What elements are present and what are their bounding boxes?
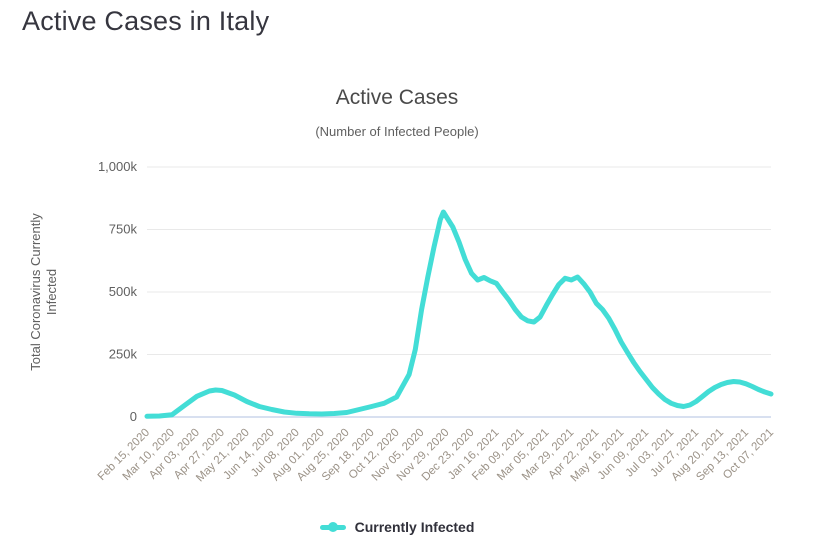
y-tick-label: 500k: [109, 284, 138, 299]
y-tick-label: 1,000k: [98, 159, 138, 174]
chart-title: Active Cases: [335, 86, 459, 109]
y-axis-title: Total Coronavirus Currently: [28, 213, 43, 371]
legend-dot-icon: [327, 522, 338, 532]
legend-line-marker: [319, 522, 346, 532]
page-title: Active Cases in Italy: [22, 6, 270, 36]
y-tick-label: 250k: [109, 347, 138, 362]
series-line-currently-infected: [144, 209, 774, 419]
chart-subtitle: (Number of Infected People): [315, 124, 479, 139]
legend-currently-infected[interactable]: Currently Infected: [0, 519, 794, 535]
y-tick-label: 0: [130, 409, 137, 424]
y-axis-title: Infected: [44, 269, 59, 315]
y-tick-label: 750k: [109, 222, 138, 237]
legend-label: Currently Infected: [354, 519, 475, 535]
